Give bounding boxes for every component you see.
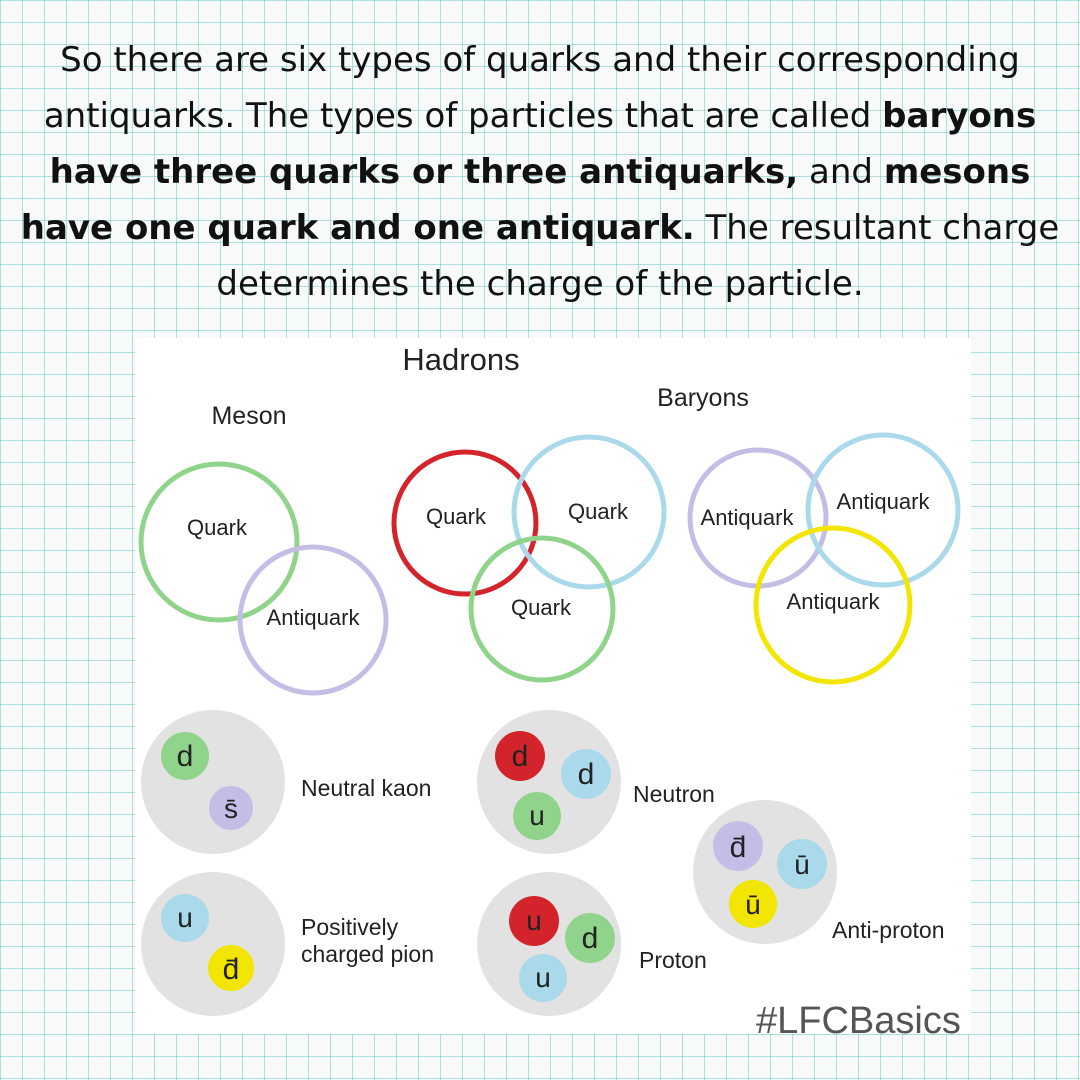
neutron-d-symbol-1: d: [512, 740, 529, 773]
hashtag-label: #LFCBasics: [756, 1000, 961, 1042]
pion-u-quark: [161, 894, 209, 942]
antiproton-anti-u-quark-2: [729, 880, 777, 928]
meson-quark-circle: [138, 461, 300, 623]
neutron-u-quark: [513, 792, 561, 840]
baryon-quark-label-1: Quark: [426, 504, 487, 529]
pion-disc: [141, 872, 285, 1016]
proton-label: Proton: [639, 947, 707, 973]
baryon-quark-label-3: Quark: [511, 595, 572, 620]
antibaryon-label-3: Antiquark: [787, 589, 881, 614]
baryon-quark-circle-blue: [511, 434, 667, 590]
neutron-d-quark-1: [495, 731, 545, 781]
pion-u-symbol: u: [177, 902, 193, 933]
pion-anti-d-symbol: d̄: [223, 953, 240, 986]
intro-bold-mesons: mesons have one quark and one antiquark.: [20, 152, 1031, 248]
kaon-anti-s-symbol: s̄: [224, 793, 238, 824]
intro-paragraph: So there are six types of quarks and the…: [20, 32, 1060, 312]
antiproton-anti-u-quark-1: [777, 839, 827, 889]
pion-anti-d-quark: [208, 945, 254, 991]
meson-antiquark-circle: [237, 544, 389, 696]
proton-u-quark-2: [519, 954, 567, 1002]
antiproton-label: Anti-proton: [832, 917, 945, 943]
antibaryon-circle-blue: [805, 432, 961, 588]
hadrons-diagram: Hadrons Meson Baryons Quark Antiquark Qu…: [138, 342, 961, 1016]
baryon-quark-circle-green: [468, 535, 616, 683]
intro-text-1: So there are six types of quarks and the…: [43, 40, 1020, 136]
meson-heading: Meson: [211, 402, 286, 430]
meson-quark-label: Quark: [187, 515, 248, 540]
proton-u-symbol-2: u: [535, 962, 551, 993]
hadrons-diagram-panel: Hadrons Meson Baryons Quark Antiquark Qu…: [135, 338, 971, 1034]
kaon-d-quark: [161, 732, 209, 780]
antiproton-anti-d-symbol: d̄: [730, 831, 747, 864]
neutron-u-symbol: u: [529, 800, 545, 831]
neutral-kaon-label: Neutral kaon: [301, 775, 431, 801]
intro-text-3: The resultant charge determines the char…: [216, 208, 1060, 304]
baryons-heading: Baryons: [657, 384, 749, 412]
antibaryon-circle-yellow: [753, 525, 913, 685]
intro-text-2: and: [798, 152, 884, 192]
antiproton-anti-u-symbol-2: ū: [745, 889, 761, 920]
baryon-quark-label-2: Quark: [568, 499, 629, 524]
neutron-label: Neutron: [633, 781, 715, 807]
neutral-kaon-disc: [141, 710, 285, 854]
pion-label-line1: Positively: [301, 914, 399, 940]
baryon-quark-circle-red: [391, 449, 539, 597]
proton-d-symbol: d: [582, 922, 599, 955]
antibaryon-label-2: Antiquark: [837, 489, 931, 514]
intro-bold-baryons: baryons have three quarks or three antiq…: [49, 96, 1037, 192]
antiproton-anti-d-quark: [713, 821, 763, 871]
neutron-d-symbol-2: d: [578, 758, 595, 791]
meson-antiquark-label: Antiquark: [267, 605, 361, 630]
proton-u-symbol-1: u: [526, 905, 542, 936]
kaon-anti-s-quark: [209, 786, 253, 830]
proton-d-quark: [565, 913, 615, 963]
kaon-d-symbol: d: [177, 740, 194, 773]
diagram-title: Hadrons: [402, 342, 519, 377]
proton-u-quark-1: [509, 896, 559, 946]
antibaryon-label-1: Antiquark: [701, 505, 795, 530]
antiproton-anti-u-symbol-1: ū: [794, 849, 810, 880]
pion-label-line2: charged pion: [301, 941, 434, 967]
neutron-d-quark-2: [561, 749, 611, 799]
